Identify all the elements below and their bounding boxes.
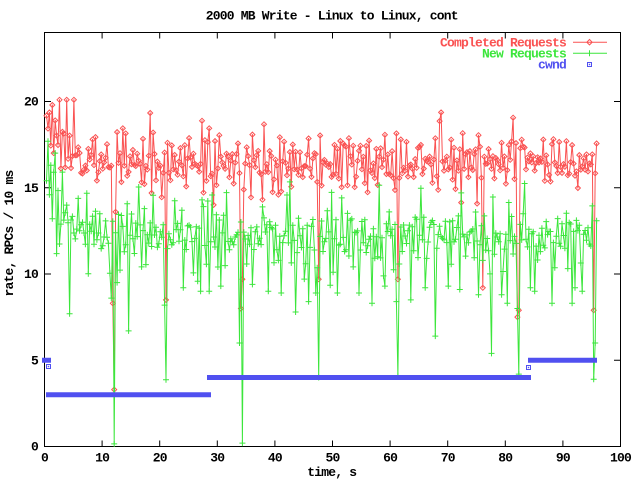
svg-text:5: 5 [31, 353, 39, 368]
svg-text:10: 10 [24, 267, 39, 282]
svg-text:15: 15 [24, 181, 39, 196]
svg-text:Completed Requests: Completed Requests [440, 35, 567, 50]
svg-text:70: 70 [441, 451, 456, 466]
svg-text:New Requests: New Requests [482, 46, 567, 61]
svg-text:90: 90 [556, 451, 571, 466]
svg-text:0: 0 [41, 451, 49, 466]
svg-text:0: 0 [31, 440, 39, 455]
svg-text:20: 20 [153, 451, 168, 466]
svg-text:rate, RPCs / 10 ms: rate, RPCs / 10 ms [2, 169, 17, 296]
svg-text:2000 MB Write - Linux to Linux: 2000 MB Write - Linux to Linux, cont [206, 9, 458, 24]
svg-text:100: 100 [610, 451, 632, 466]
svg-text:30: 30 [210, 451, 225, 466]
svg-text:cwnd: cwnd [538, 57, 566, 72]
svg-text:50: 50 [325, 451, 340, 466]
svg-text:time, s: time, s [307, 465, 357, 480]
svg-text:60: 60 [383, 451, 398, 466]
svg-text:10: 10 [95, 451, 110, 466]
svg-text:40: 40 [268, 451, 283, 466]
svg-text:80: 80 [498, 451, 513, 466]
svg-text:20: 20 [24, 95, 39, 110]
